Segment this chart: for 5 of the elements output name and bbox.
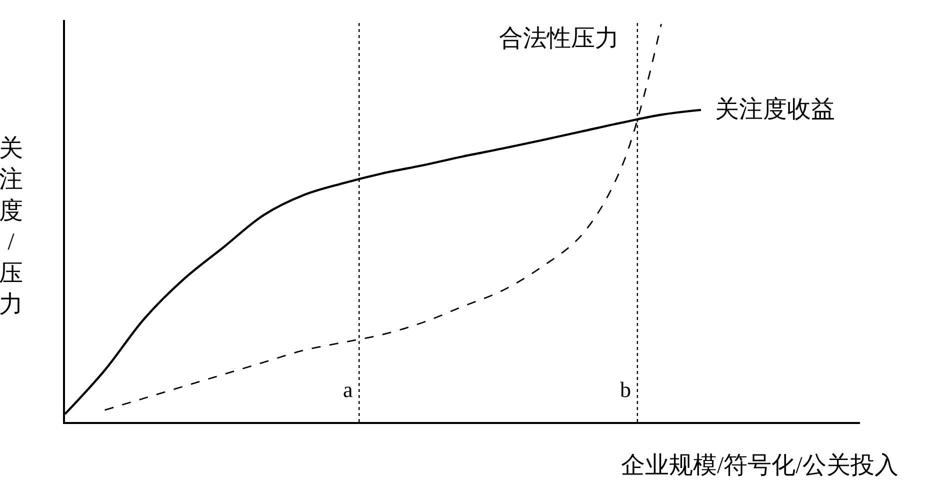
x-axis-title: 企业规模/符号化/公关投入 [621,452,898,479]
series-label: 合法性压力 [499,26,619,52]
annotation: b [620,377,631,402]
annotation: a [343,377,353,402]
series-label: 关注度收益 [715,96,835,123]
